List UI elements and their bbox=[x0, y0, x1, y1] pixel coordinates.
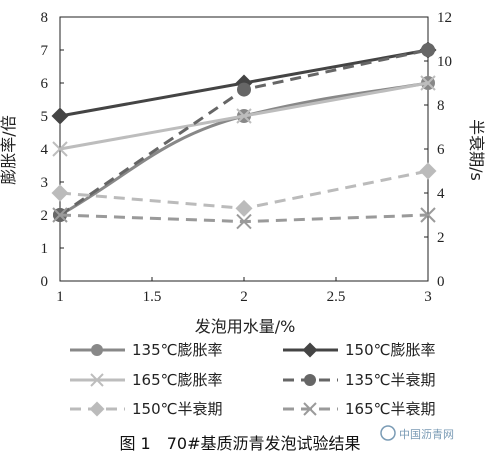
legend-marker bbox=[90, 373, 104, 387]
data-point bbox=[235, 199, 253, 217]
legend-marker bbox=[89, 401, 105, 417]
legend-item-2: 150℃膨胀率 bbox=[283, 341, 435, 359]
legend-item-5: 150℃半衰期 bbox=[70, 400, 222, 418]
x-tick-label: 1 bbox=[56, 289, 64, 305]
y-left-tick-label: 6 bbox=[41, 76, 49, 92]
y-left-tick-label: 8 bbox=[41, 10, 49, 26]
data-point bbox=[236, 108, 252, 124]
legend-marker bbox=[304, 374, 316, 386]
data-point bbox=[419, 162, 437, 180]
watermark-logo: 中国沥青网 bbox=[380, 425, 454, 441]
data-point bbox=[52, 207, 68, 223]
legend-marker bbox=[91, 344, 103, 356]
data-point bbox=[51, 107, 69, 125]
data-point bbox=[420, 207, 436, 223]
legend-marker bbox=[303, 402, 317, 416]
data-point bbox=[51, 184, 69, 202]
series-6 bbox=[52, 207, 436, 230]
y-right-tick-label: 0 bbox=[437, 274, 445, 290]
legend-label: 150℃半衰期 bbox=[132, 400, 222, 418]
watermark-logo-icon bbox=[380, 425, 396, 441]
y-left-tick-label: 2 bbox=[41, 208, 49, 224]
y-right-tick-label: 2 bbox=[437, 230, 445, 246]
series-line bbox=[59, 81, 429, 217]
legend-marker bbox=[302, 342, 318, 358]
y-left-tick-label: 0 bbox=[41, 274, 49, 290]
y-right-tick-label: 10 bbox=[437, 54, 452, 70]
legend-label: 165℃膨胀率 bbox=[132, 371, 222, 389]
legend-label: 165℃半衰期 bbox=[345, 400, 435, 418]
legend-item-4: 135℃半衰期 bbox=[283, 371, 435, 389]
x-tick-label: 2.5 bbox=[327, 289, 346, 305]
legend-label: 135℃膨胀率 bbox=[132, 341, 222, 359]
y-left-tick-label: 5 bbox=[41, 109, 49, 125]
axes-group bbox=[59, 16, 429, 282]
legend-item-6: 165℃半衰期 bbox=[283, 400, 435, 418]
series-4 bbox=[53, 43, 435, 222]
y-left-tick-label: 7 bbox=[41, 43, 49, 59]
y-right-tick-label: 6 bbox=[437, 142, 445, 158]
y-left-tick-label: 1 bbox=[41, 241, 49, 257]
x-axis-label: 发泡用水量/% bbox=[195, 317, 296, 336]
legend-label: 135℃半衰期 bbox=[345, 371, 435, 389]
plot-frame bbox=[59, 16, 429, 282]
x-tick-label: 3 bbox=[424, 289, 432, 305]
y-left-tick-label: 4 bbox=[41, 142, 49, 158]
data-point bbox=[420, 75, 436, 91]
x-tick-label: 1.5 bbox=[143, 289, 162, 305]
legend: 135℃膨胀率 150℃膨胀率 165℃膨胀率 135℃半衰期 150℃半衰期 165℃半… bbox=[70, 341, 435, 418]
data-point bbox=[236, 213, 252, 230]
figure-caption: 图 1 70#基质沥青发泡试验结果 bbox=[119, 434, 360, 453]
series-group bbox=[51, 41, 437, 230]
watermark-text: 中国沥青网 bbox=[399, 428, 454, 441]
y-right-tick-label: 12 bbox=[437, 10, 452, 26]
legend-item-3: 165℃膨胀率 bbox=[70, 371, 222, 389]
y-axis-left-label: 膨胀率/倍 bbox=[0, 115, 18, 184]
y-right-tick-label: 8 bbox=[437, 98, 445, 114]
x-tick-label: 2 bbox=[240, 289, 248, 305]
data-point bbox=[52, 141, 68, 157]
series-3 bbox=[52, 75, 436, 157]
y-axis-right-label: 半衰期/s bbox=[467, 119, 486, 181]
data-point bbox=[237, 82, 251, 97]
legend-item-1: 135℃膨胀率 bbox=[70, 341, 222, 359]
series-5 bbox=[51, 162, 437, 217]
y-left-tick-label: 3 bbox=[41, 175, 49, 191]
legend-label: 150℃膨胀率 bbox=[345, 341, 435, 359]
y-right-tick-label: 4 bbox=[437, 186, 445, 202]
data-point bbox=[421, 43, 435, 57]
